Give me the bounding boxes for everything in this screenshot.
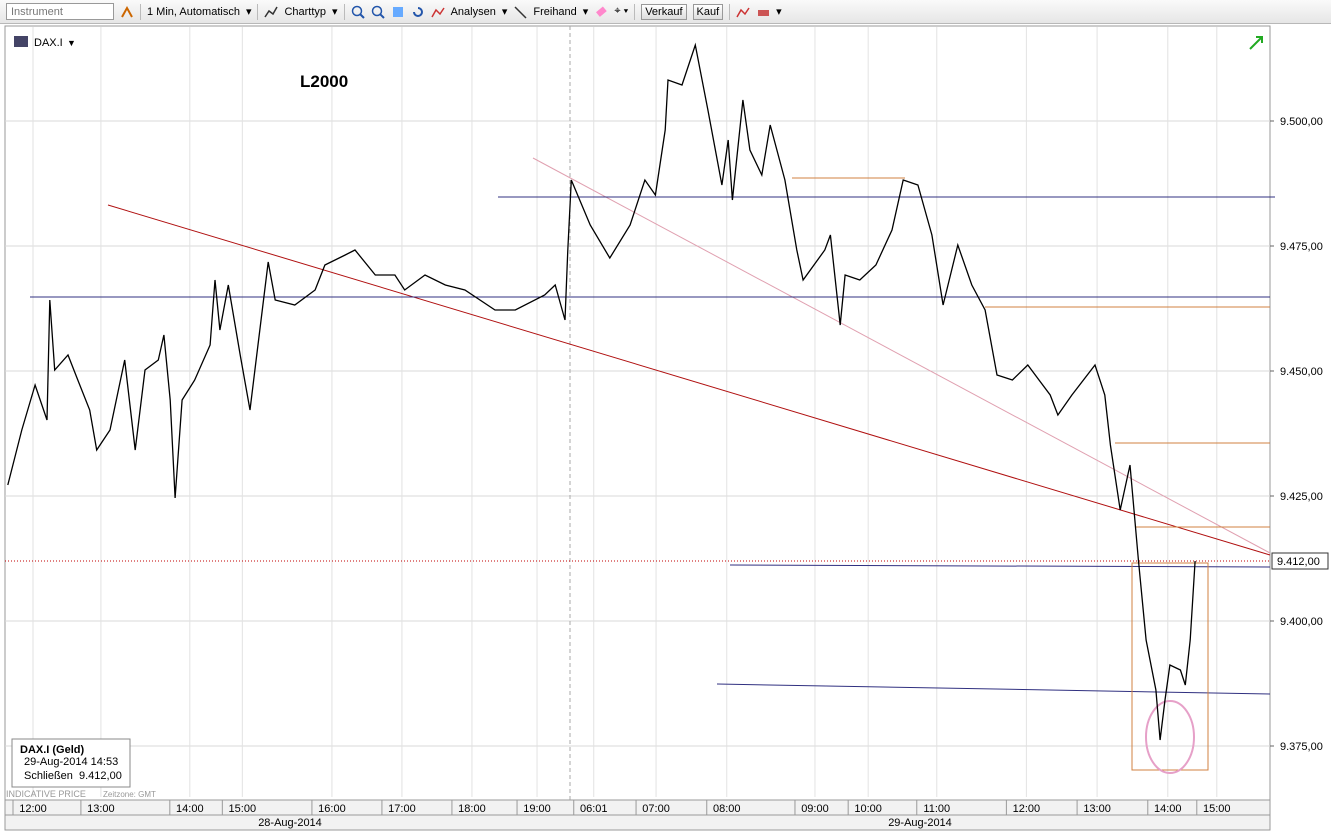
- price-line: [7, 42, 1196, 741]
- crosshair[interactable]: ⌖ ▾: [614, 5, 629, 17]
- date-bar: [4, 814, 1271, 831]
- interval-menu[interactable]: 1 Min, Automatisch: [147, 5, 240, 18]
- x-tick-label: 19:00: [523, 803, 551, 815]
- info-datetime: 29-Aug-2014 14:53: [24, 756, 118, 768]
- chart-type-menu[interactable]: Charttyp: [284, 5, 327, 18]
- date-label: 28-Aug-2014: [258, 817, 322, 829]
- eraser[interactable]: [594, 5, 608, 19]
- series-layer: [7, 42, 1196, 741]
- info-title: DAX.I (Geld): [20, 744, 85, 756]
- x-tick-label: 15:00: [229, 803, 257, 815]
- icon[interactable]: [513, 5, 527, 19]
- separator: [634, 3, 636, 20]
- date-label: 29-Aug-2014: [888, 817, 952, 829]
- info-box-frame: [11, 738, 131, 788]
- drawings: [30, 157, 1275, 774]
- freehand-menu[interactable]: Freihand: [533, 5, 577, 18]
- x-tick-label: 16:00: [318, 803, 346, 815]
- instrument-input[interactable]: Instrument: [6, 3, 114, 20]
- x-tick-label: 14:00: [1154, 803, 1182, 815]
- zoom-out[interactable]: [371, 5, 385, 19]
- x-tick-label: 12:00: [19, 803, 47, 815]
- instrument-label: DAX.I: [34, 37, 63, 49]
- trend-line: [532, 157, 1271, 554]
- highlight-ellipse: [1145, 700, 1195, 774]
- zoom-in[interactable]: [351, 5, 365, 19]
- last-price-box: [1271, 552, 1329, 570]
- dropdown-arrow: ▾: [582, 6, 589, 18]
- x-tick-label: 08:00: [713, 803, 741, 815]
- info-close-label: Schließen: [24, 770, 73, 782]
- level-line: [729, 564, 1271, 568]
- x-tick-label: 10:00: [854, 803, 882, 815]
- info-close-value: 9.412,00: [79, 770, 122, 782]
- separator: [343, 3, 345, 20]
- annotation: L2000: [300, 72, 348, 91]
- plot-area: [4, 25, 1271, 801]
- toolbar: Instrument 1 Min, Automatisch ▾ Charttyp ▾…: [0, 0, 1331, 24]
- level-line: [716, 683, 1271, 695]
- y-tick-label: 9.400,00: [1280, 616, 1323, 628]
- x-tick-label: 09:00: [801, 803, 829, 815]
- chart: DAX.I ▼ L2000 DAX.I (Geld) 29-Aug-2014 1…: [4, 25, 1329, 831]
- x-tick-label: 15:00: [1203, 803, 1231, 815]
- sell-button[interactable]: Verkauf: [641, 3, 687, 20]
- dropdown-arrow: ▾: [245, 6, 252, 18]
- dropdown-arrow: ▾: [501, 6, 508, 18]
- instrument-icon: [14, 36, 28, 47]
- icon[interactable]: [120, 5, 134, 19]
- icon[interactable]: [736, 5, 750, 19]
- grid: [5, 27, 1270, 797]
- analyses-menu[interactable]: Analysen: [450, 5, 496, 18]
- dropdown-arrow: ▾: [332, 6, 338, 18]
- dropdown-arrow[interactable]: ▼: [67, 38, 76, 48]
- x-tick-label: 11:00: [923, 803, 950, 815]
- trend-icon: [1249, 36, 1263, 50]
- y-tick-label: 9.425,00: [1280, 491, 1323, 503]
- trend-line: [107, 204, 1271, 556]
- separator: [140, 3, 141, 20]
- print[interactable]: [756, 5, 770, 19]
- y-tick-label: 9.475,00: [1280, 241, 1323, 253]
- icon[interactable]: [391, 5, 405, 19]
- y-tick-label: 9.450,00: [1280, 366, 1323, 378]
- timezone-label: Zeitzone: GMT: [103, 790, 156, 799]
- x-tick-label: 18:00: [458, 803, 486, 815]
- range-box: [1131, 562, 1209, 771]
- separator: [257, 3, 259, 20]
- buy-button[interactable]: Kauf: [692, 3, 724, 20]
- y-tick-label: 9.500,00: [1280, 116, 1323, 128]
- icon[interactable]: [411, 5, 425, 19]
- icon[interactable]: [430, 5, 445, 19]
- dropdown-arrow: ▾: [776, 6, 782, 18]
- icon[interactable]: [264, 5, 279, 19]
- info-box: DAX.I (Geld) 29-Aug-2014 14:53 Schließen…: [11, 738, 131, 788]
- x-tick-label: 12:00: [1013, 803, 1041, 815]
- separator: [729, 3, 731, 20]
- x-tick-label: 06:01: [580, 803, 608, 815]
- x-tick-label: 13:00: [1083, 803, 1111, 815]
- indicative-label: INDICATIVE PRICE: [6, 789, 86, 799]
- x-tick-label: 07:00: [642, 803, 670, 815]
- last-price-label: 9.412,00: [1277, 556, 1320, 568]
- x-tick-label: 13:00: [87, 803, 115, 815]
- x-tick-label: 14:00: [176, 803, 204, 815]
- y-tick-label: 9.375,00: [1280, 741, 1323, 753]
- x-tick-label: 17:00: [388, 803, 416, 815]
